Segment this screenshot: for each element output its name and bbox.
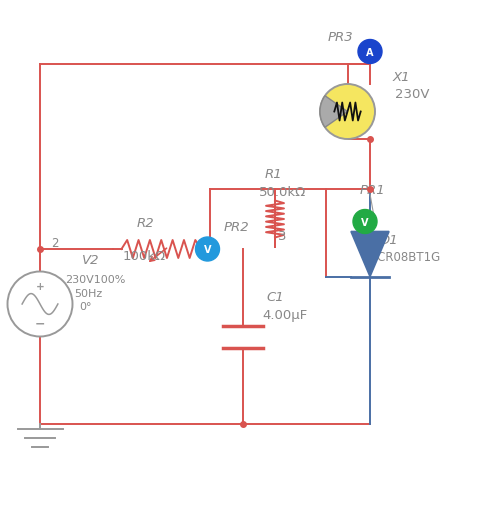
Text: PR2: PR2 [224, 220, 249, 234]
Polygon shape [351, 232, 389, 277]
Text: X1: X1 [392, 71, 410, 84]
Text: MCR08BT1G: MCR08BT1G [368, 250, 441, 264]
Text: 230V: 230V [395, 89, 430, 101]
Text: 50Hz: 50Hz [74, 289, 102, 298]
Text: D1: D1 [380, 233, 398, 246]
Text: V2: V2 [82, 253, 99, 266]
Circle shape [353, 210, 377, 234]
Text: A: A [366, 47, 374, 58]
Text: 230V100%: 230V100% [65, 274, 126, 285]
Circle shape [358, 40, 382, 64]
Text: 0°: 0° [79, 301, 92, 312]
Text: +: + [36, 281, 44, 291]
Circle shape [8, 272, 72, 337]
Text: PR3: PR3 [328, 31, 353, 44]
Text: −: − [35, 317, 45, 330]
Text: R1: R1 [265, 168, 282, 181]
Text: V: V [204, 244, 211, 254]
Text: PR1: PR1 [360, 183, 386, 196]
Wedge shape [320, 97, 347, 128]
Text: R2: R2 [136, 216, 154, 230]
Text: 1: 1 [358, 124, 365, 137]
Circle shape [320, 85, 375, 140]
Text: 100kΩ: 100kΩ [122, 249, 166, 262]
Text: 4.00μF: 4.00μF [262, 309, 308, 322]
Text: 3: 3 [278, 230, 286, 242]
Circle shape [196, 238, 220, 262]
Text: V: V [361, 217, 369, 227]
Text: C1: C1 [266, 291, 284, 303]
Text: 2: 2 [52, 237, 59, 249]
Text: 50.0kΩ: 50.0kΩ [258, 186, 306, 199]
